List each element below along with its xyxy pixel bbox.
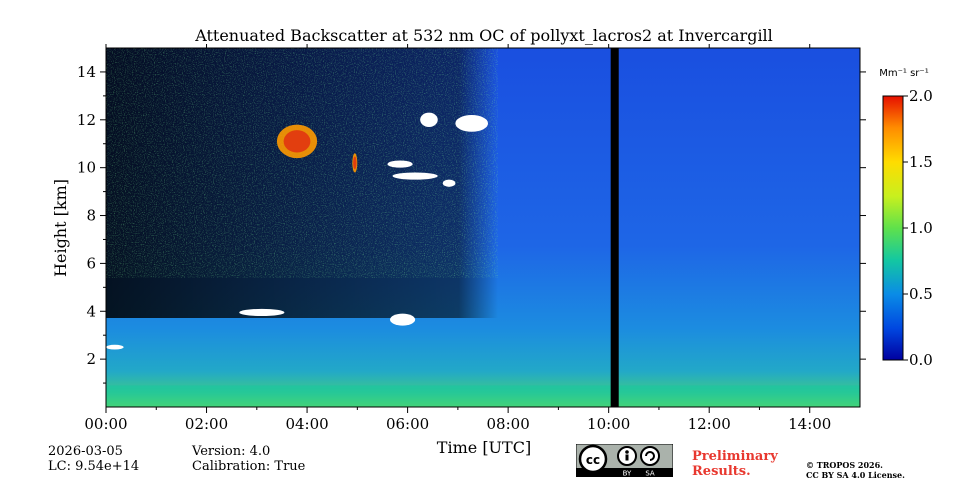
feature-low-cloud-8 bbox=[239, 308, 285, 317]
noise-speckle bbox=[106, 48, 498, 278]
x-tick-label-7: 14:00 bbox=[788, 415, 831, 433]
y-tick-label-6: 14 bbox=[77, 63, 96, 81]
y-tick-label-3: 8 bbox=[86, 207, 96, 225]
heatmap-area bbox=[106, 48, 860, 407]
y-axis-label: Height [km] bbox=[51, 179, 70, 277]
lidar-constant-label: LC: 9.54e+14 bbox=[48, 459, 140, 474]
svg-text:cc: cc bbox=[586, 453, 600, 467]
y-tick-label-4: 10 bbox=[77, 159, 96, 177]
version-label: Version: 4.0 bbox=[192, 444, 271, 459]
cc-by-text: BY bbox=[623, 470, 632, 478]
feature-cloud-base-3 bbox=[392, 172, 438, 180]
colorbar-tick-label-1: 0.5 bbox=[909, 285, 933, 303]
x-axis-label: Time [UTC] bbox=[437, 438, 531, 457]
y-tick-label-1: 4 bbox=[86, 302, 96, 320]
x-tick-label-3: 06:00 bbox=[386, 415, 429, 433]
plot-frame bbox=[105, 47, 861, 408]
x-tick-label-4: 08:00 bbox=[487, 415, 530, 433]
date-label: 2026-03-05 bbox=[48, 444, 123, 459]
data-gap-0 bbox=[610, 48, 619, 407]
cc-icon bbox=[578, 444, 608, 474]
x-tick-label-6: 12:00 bbox=[688, 415, 731, 433]
x-tick-label-5: 10:00 bbox=[587, 415, 630, 433]
cc-sa-text: SA bbox=[645, 470, 655, 478]
colorbar-tick-label-4: 2.0 bbox=[909, 87, 933, 105]
y-tick-label-5: 12 bbox=[77, 111, 96, 129]
calibration-label: Calibration: True bbox=[192, 459, 306, 474]
x-tick-label-0: 00:00 bbox=[84, 415, 127, 433]
chart-title: Attenuated Backscatter at 532 nm OC of p… bbox=[194, 26, 773, 45]
share-alike-icon bbox=[640, 446, 660, 466]
preliminary-line1: Preliminary bbox=[692, 449, 778, 464]
y-tick-label-2: 6 bbox=[86, 254, 96, 272]
feature-cloud-5 bbox=[420, 112, 438, 127]
colorbar-tick-label-3: 1.5 bbox=[909, 153, 933, 171]
feature-cloud-core-0 bbox=[283, 130, 311, 153]
colorbar-tick-label-0: 0.0 bbox=[909, 351, 933, 369]
feature-low-cloud-7 bbox=[106, 344, 124, 350]
preliminary-line2: Results. bbox=[692, 464, 751, 479]
feature-cloud-6 bbox=[455, 115, 489, 132]
copyright-line1: © TROPOS 2026. bbox=[806, 460, 883, 470]
feature-aerosol-layer-10 bbox=[106, 385, 860, 407]
x-tick-label-1: 02:00 bbox=[185, 415, 228, 433]
cc-license-badge: cc BY SA bbox=[576, 444, 673, 477]
feature-low-cloud-9 bbox=[390, 313, 416, 326]
x-tick-label-2: 04:00 bbox=[285, 415, 328, 433]
feature-cloud-core-1 bbox=[353, 156, 357, 170]
colorbar bbox=[882, 95, 904, 361]
feature-cloud-base-4 bbox=[442, 179, 456, 187]
copyright-line2: CC BY SA 4.0 License. bbox=[806, 470, 905, 480]
colorbar-unit: Mm⁻¹ sr⁻¹ bbox=[879, 68, 928, 79]
colorbar-tick-label-2: 1.0 bbox=[909, 219, 933, 237]
y-tick-label-0: 2 bbox=[86, 350, 96, 368]
feature-cloud-base-2 bbox=[387, 160, 413, 168]
